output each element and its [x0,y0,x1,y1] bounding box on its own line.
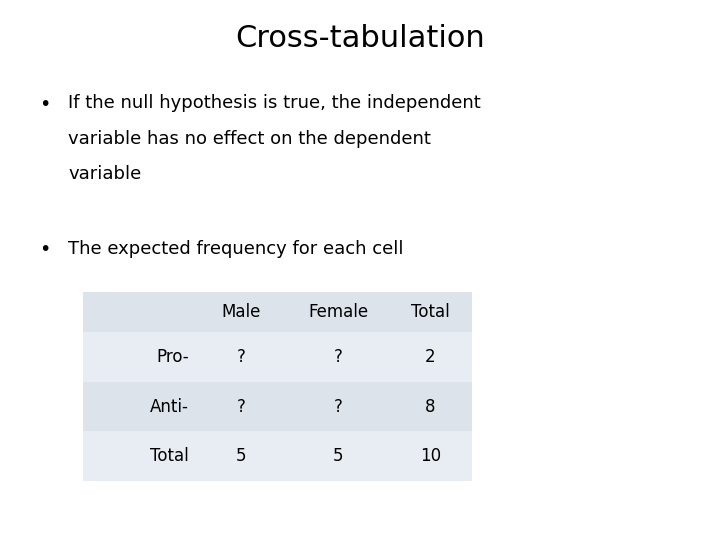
Text: Total: Total [411,303,449,321]
FancyBboxPatch shape [83,382,472,431]
FancyBboxPatch shape [83,292,472,332]
Text: •: • [40,240,51,259]
Text: Male: Male [222,303,261,321]
Text: 10: 10 [420,447,441,465]
Text: ?: ? [237,397,246,416]
FancyBboxPatch shape [83,431,472,481]
Text: Total: Total [150,447,189,465]
Text: If the null hypothesis is true, the independent: If the null hypothesis is true, the inde… [68,94,481,112]
Text: 5: 5 [333,447,343,465]
FancyBboxPatch shape [83,332,472,382]
Text: variable has no effect on the dependent: variable has no effect on the dependent [68,130,431,147]
FancyBboxPatch shape [83,292,472,481]
Text: ?: ? [334,348,343,366]
Text: The expected frequency for each cell: The expected frequency for each cell [68,240,404,258]
Text: Anti-: Anti- [150,397,189,416]
Text: ?: ? [237,348,246,366]
Text: Cross-tabulation: Cross-tabulation [235,24,485,53]
Text: •: • [40,94,51,113]
Text: variable: variable [68,165,142,183]
Text: 8: 8 [425,397,436,416]
Text: 2: 2 [425,348,436,366]
Text: Female: Female [308,303,369,321]
Text: 5: 5 [236,447,246,465]
Text: Pro-: Pro- [156,348,189,366]
Text: ?: ? [334,397,343,416]
